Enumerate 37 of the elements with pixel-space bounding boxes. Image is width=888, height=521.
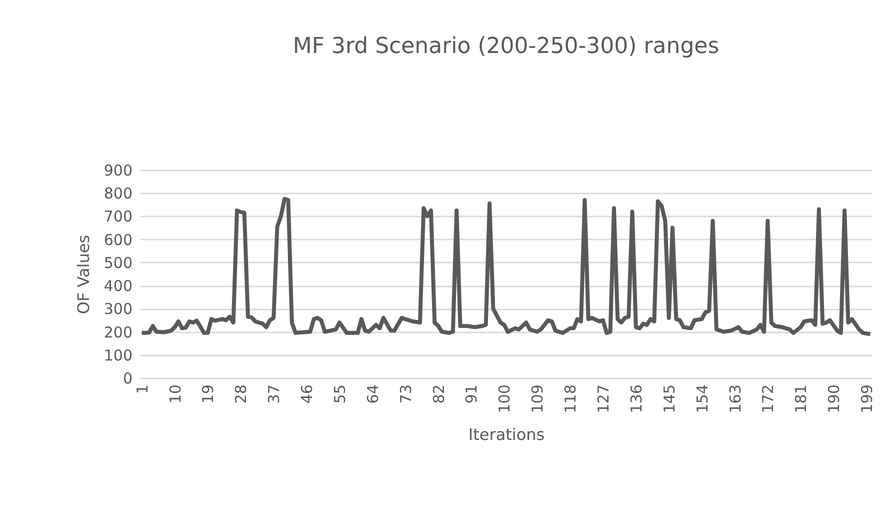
x-tick-label: 91	[462, 384, 481, 404]
x-tick-label: 55	[330, 384, 349, 404]
y-tick-label: 500	[104, 254, 132, 272]
x-tick-label: 10	[166, 384, 184, 404]
y-axis-title: OF Values	[74, 234, 93, 314]
x-tick-label: 181	[792, 384, 810, 414]
line-series	[140, 196, 872, 336]
y-tick-label: 400	[104, 277, 132, 296]
x-tick-label: 118	[562, 384, 580, 414]
x-tick-label: 82	[430, 384, 448, 404]
x-tick-label: 64	[364, 384, 382, 404]
y-tick-label: 100	[104, 346, 132, 364]
y-tick-label: 200	[104, 323, 132, 342]
x-tick-label: 163	[726, 384, 744, 414]
y-tick-label: 800	[104, 184, 132, 203]
x-tick-label: 109	[528, 384, 547, 414]
x-tick-label: 190	[825, 384, 844, 414]
x-tick-label: 145	[660, 384, 678, 414]
y-tick-label: 700	[104, 208, 132, 226]
x-tick-label: 28	[232, 384, 250, 404]
x-tick-label: 154	[693, 384, 712, 414]
y-tick-label: 600	[104, 230, 132, 249]
x-tick-label: 46	[298, 384, 316, 404]
chart-title: MF 3rd Scenario (200-250-300) ranges	[292, 34, 720, 59]
x-tick-label: 19	[199, 384, 218, 404]
y-tick-label: 900	[104, 162, 132, 180]
x-tick-label: 136	[627, 384, 646, 414]
y-tick-label: 300	[104, 300, 132, 318]
x-tick-label: 1	[133, 384, 152, 394]
x-tick-label: 127	[594, 384, 612, 414]
y-tick-label: 0	[122, 370, 132, 388]
x-tick-label: 100	[496, 384, 514, 414]
x-tick-label: 199	[858, 384, 876, 414]
x-tick-label: 37	[265, 384, 284, 404]
x-tick-label: 73	[396, 384, 415, 404]
x-axis-title: Iterations	[468, 425, 545, 444]
x-tick-label: 172	[759, 384, 778, 414]
